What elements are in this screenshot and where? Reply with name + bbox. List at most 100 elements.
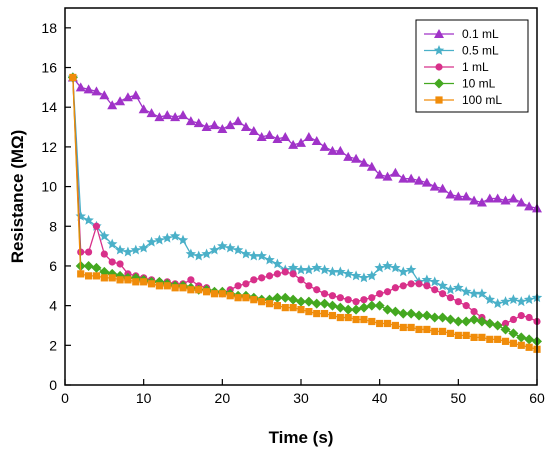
data-point-1-ml [439, 290, 447, 298]
data-point-0-1-ml [178, 110, 188, 120]
data-point-0-5-ml [201, 248, 212, 259]
data-point-0-5-ml [405, 264, 417, 275]
data-point-100-ml [108, 274, 116, 282]
data-point-0-5-ml [162, 232, 173, 243]
data-point-1-ml [265, 272, 274, 280]
data-point-100-ml [368, 317, 376, 326]
legend-marker-10-ml [434, 78, 444, 89]
data-point-1-ml [85, 248, 93, 256]
data-point-100-ml [486, 335, 494, 343]
data-point-100-ml [376, 319, 384, 328]
data-point-0-5-ml [358, 272, 370, 283]
data-point-0-5-ml [437, 280, 448, 291]
ticks-layer: 0 10 20 30 40 50 60 0 2 4 6 8 10 12 14 16 18 [41, 20, 545, 406]
data-point-0-5-ml [217, 240, 228, 251]
data-point-0-1-ml [469, 195, 480, 205]
data-point-100-ml [273, 302, 281, 310]
data-point-0-1-ml [366, 161, 377, 171]
data-point-0-1-ml [248, 126, 259, 136]
data-point-0-5-ml [138, 242, 149, 253]
data-point-0-5-ml [114, 244, 126, 255]
data-point-0-1-ml [492, 193, 503, 203]
data-point-100-ml [446, 329, 455, 338]
data-point-10-ml [524, 334, 535, 345]
data-point-0-5-ml [287, 262, 299, 273]
data-point-1-ml [187, 276, 195, 284]
data-point-10-ml [343, 304, 354, 315]
y-tick-label: 2 [49, 337, 57, 353]
legend-label-0-1-ml: 0.1 mL [462, 27, 499, 41]
data-point-1-ml [352, 298, 360, 306]
data-point-10-ml [358, 302, 369, 313]
data-point-10-ml [335, 302, 346, 313]
data-point-100-ml [258, 298, 266, 306]
data-point-100-ml [525, 343, 533, 351]
data-point-0-5-ml [342, 268, 354, 279]
data-point-0-1-ml [327, 145, 338, 155]
data-point-0-5-ml [106, 238, 118, 249]
data-point-100-ml [187, 286, 195, 294]
data-point-0-1-ml [162, 110, 173, 120]
data-point-0-1-ml [154, 112, 165, 122]
data-point-0-1-ml [382, 171, 393, 181]
data-point-1-ml [462, 302, 470, 310]
series-layer [67, 71, 543, 353]
data-point-0-5-ml [256, 250, 267, 261]
data-point-10-ml [327, 300, 338, 311]
series-100-ml [69, 73, 541, 353]
data-point-0-1-ml [170, 112, 181, 122]
data-point-0-5-ml [500, 296, 511, 307]
data-point-0-1-ml [280, 131, 291, 141]
data-point-0-1-ml [398, 173, 409, 183]
data-point-0-5-ml [146, 236, 157, 247]
data-point-1-ml [100, 250, 108, 258]
data-point-10-ml [453, 316, 464, 327]
data-point-1-ml [376, 290, 384, 298]
legend-box [415, 19, 529, 113]
data-point-100-ml [391, 321, 399, 330]
data-point-0-5-ml [224, 242, 236, 253]
data-point-1-ml [242, 280, 250, 288]
data-point-0-5-ml [185, 248, 197, 259]
data-point-1-ml [297, 276, 305, 284]
data-point-0-5-ml [232, 244, 244, 255]
data-point-100-ml [140, 278, 148, 286]
data-point-100-ml [281, 304, 289, 312]
data-point-0-1-ml [91, 86, 102, 96]
data-point-10-ml [445, 314, 456, 325]
x-tick-label: 60 [529, 390, 545, 406]
data-point-10-ml [382, 304, 393, 315]
data-point-0-5-ml [248, 250, 260, 261]
data-point-0-1-ml [343, 151, 354, 161]
data-point-0-5-ml [295, 264, 307, 275]
y-tick-label: 8 [49, 218, 57, 234]
data-point-0-5-ml [303, 264, 315, 275]
data-point-100-ml [509, 339, 517, 347]
data-point-100-ml [328, 311, 337, 320]
data-point-10-ml [303, 296, 314, 307]
data-point-0-5-ml [240, 248, 252, 259]
legend-label-0-5-ml: 0.5 mL [462, 44, 499, 58]
data-point-100-ml [478, 333, 486, 341]
data-point-0-1-ml [484, 193, 495, 203]
y-axis-title: Resistance (MΩ) [8, 130, 27, 264]
data-point-100-ml [321, 309, 329, 318]
data-point-100-ml [352, 315, 360, 324]
data-point-0-1-ml [516, 197, 527, 207]
data-point-1-ml [431, 286, 439, 294]
y-tick-label: 18 [41, 20, 57, 36]
y-tick-label: 12 [41, 139, 57, 155]
data-point-0-1-ml [296, 137, 306, 147]
data-point-0-1-ml [429, 181, 440, 191]
data-point-0-5-ml [468, 288, 480, 299]
data-point-0-1-ml [445, 189, 456, 199]
data-point-10-ml [272, 292, 283, 303]
data-point-1-ml [305, 282, 313, 290]
data-point-10-ml [280, 292, 291, 303]
data-point-100-ml [439, 327, 447, 336]
series-line-1-ml [72, 77, 538, 327]
data-point-1-ml [321, 290, 329, 298]
data-point-0-5-ml [445, 284, 456, 295]
data-point-10-ml [492, 320, 503, 331]
data-point-0-5-ml [398, 266, 409, 277]
